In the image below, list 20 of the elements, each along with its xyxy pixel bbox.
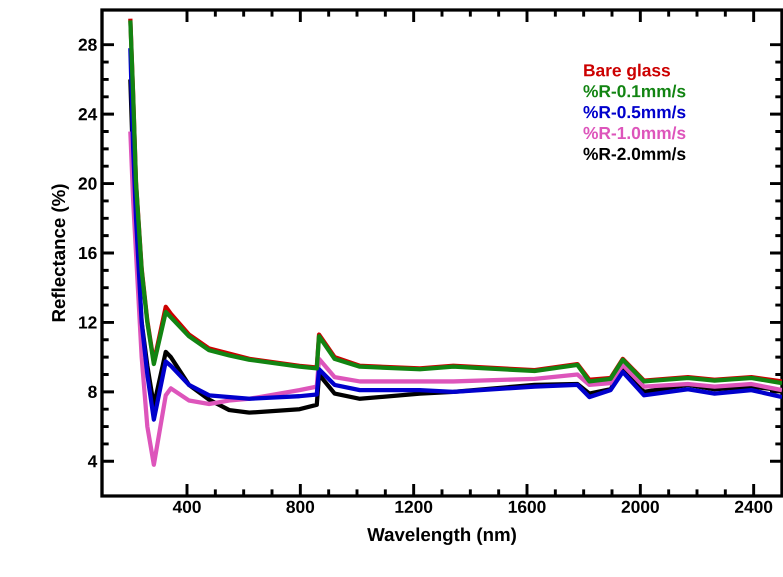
- x-tick-label: 1200: [395, 500, 432, 513]
- x-tick-label: 2000: [622, 500, 659, 513]
- text: %R-0.1mm/s: [583, 84, 686, 98]
- y-tick-label: 8: [88, 386, 97, 398]
- text: %R-0.5mm/s: [583, 106, 686, 118]
- x-tick-label: 400: [172, 500, 201, 513]
- x-axis-title: Wavelength (nm): [367, 527, 516, 545]
- x-tick-label: 2400: [734, 500, 772, 513]
- x-tick-label: 1600: [508, 500, 546, 513]
- y-tick-label: 4: [88, 455, 98, 468]
- y-tick-label: 12: [79, 316, 97, 328]
- x-tick-label: 800: [286, 500, 314, 513]
- y-tick-label: 24: [78, 108, 98, 120]
- y-tick-label: 20: [78, 177, 97, 190]
- text: %R-1.0mm/s: [583, 126, 686, 140]
- y-tick-label: 16: [79, 246, 97, 260]
- text: %R-2.0mm/s: [583, 147, 686, 160]
- text: Bare glass: [584, 64, 670, 80]
- y-tick-label: 28: [78, 38, 97, 51]
- y-axis-title: Reflectance (%): [51, 184, 69, 322]
